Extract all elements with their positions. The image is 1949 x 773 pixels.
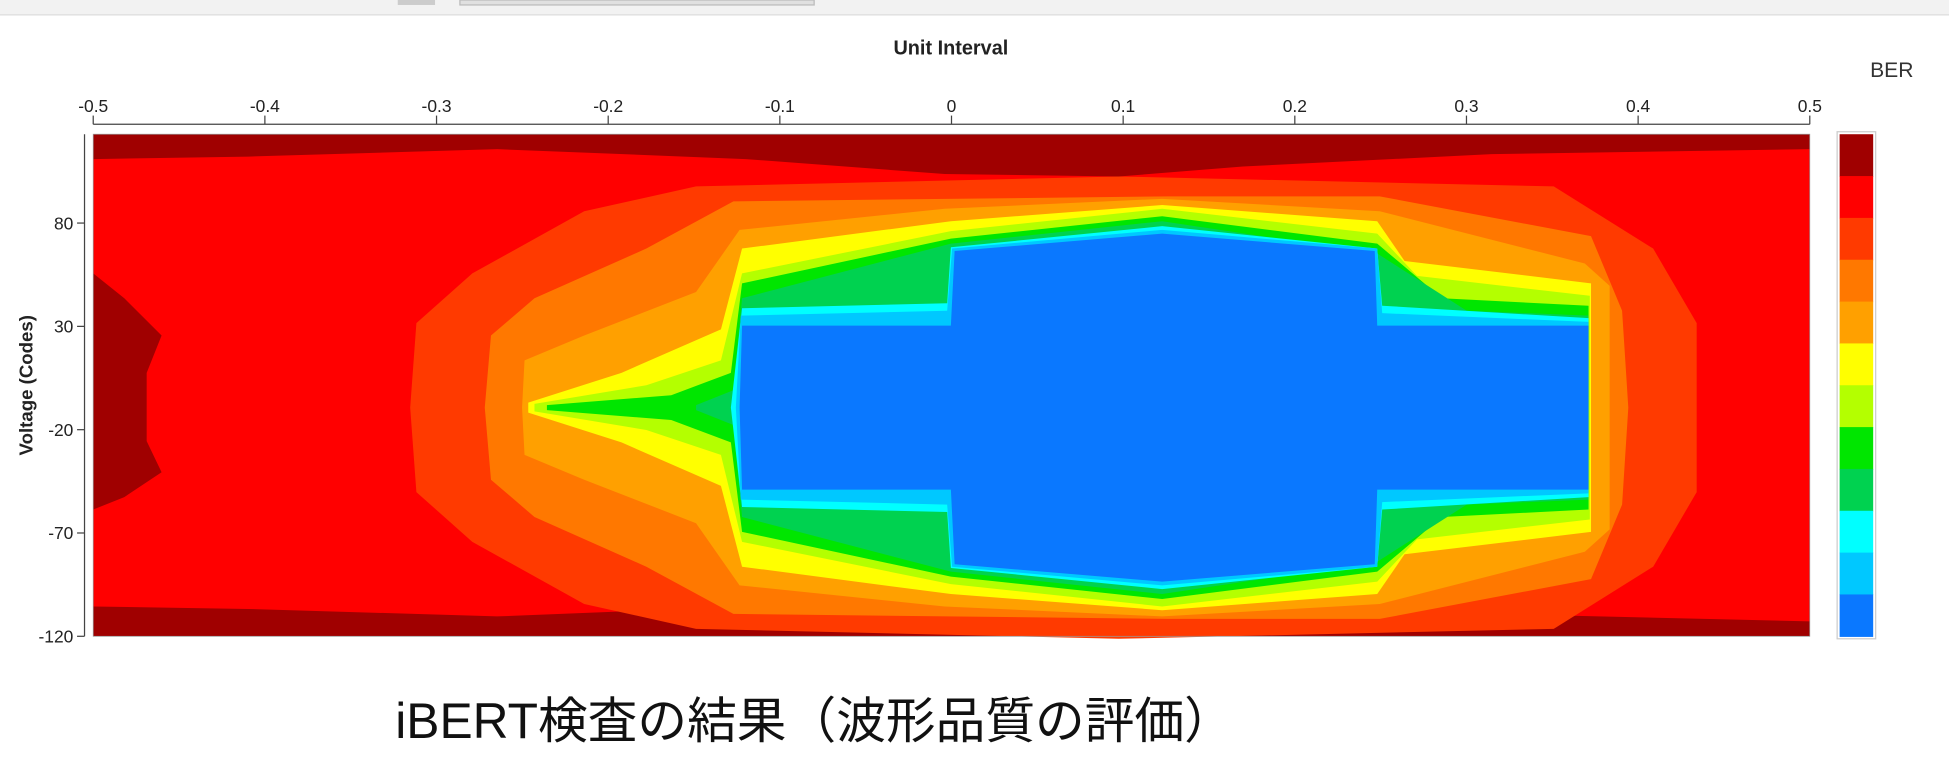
y-tick-label: 80 — [54, 213, 73, 233]
x-tick-label: 0 — [947, 96, 957, 116]
toolbar-button — [397, 0, 436, 5]
contour-region — [93, 134, 1810, 177]
x-tick-label: -0.1 — [765, 96, 795, 116]
colorbar-swatch — [1839, 427, 1874, 470]
colorbar-swatch — [1839, 385, 1874, 428]
y-tick-label: -20 — [48, 420, 73, 440]
x-tick-label: 0.2 — [1283, 96, 1307, 116]
x-tick-label: -0.2 — [593, 96, 623, 116]
colorbar-swatch — [1839, 301, 1874, 345]
toolbar-strip — [0, 0, 1949, 15]
contour-region — [93, 273, 162, 510]
x-tick-label: 0.3 — [1454, 96, 1478, 116]
y-tick-label: 30 — [54, 317, 73, 337]
colorbar-swatch — [1839, 176, 1874, 219]
x-tick-label: 0.4 — [1626, 96, 1651, 116]
x-tick-label: -0.5 — [78, 96, 108, 116]
colorbar-swatch — [1839, 134, 1874, 177]
colorbar-swatch — [1839, 552, 1874, 596]
colorbar-frame — [1836, 131, 1877, 640]
x-tick-label: 0.1 — [1111, 96, 1135, 116]
x-tick-label: 0.5 — [1798, 96, 1822, 116]
colorbar-title: BER — [1870, 59, 1913, 82]
x-tick-label: -0.3 — [422, 96, 452, 116]
plot-area — [93, 134, 1810, 639]
y-axis-title: Voltage (Codes) — [15, 315, 36, 455]
plot-frame — [92, 133, 1811, 637]
caption: iBERT検査の結果（波形品質の評価） — [395, 693, 1234, 749]
colorbar-swatch — [1839, 259, 1874, 303]
toolbar-field — [459, 0, 815, 6]
y-tick-label: -120 — [39, 627, 74, 647]
y-tick-label: -70 — [48, 523, 73, 543]
contour-region — [739, 233, 1589, 582]
colorbar-swatch — [1839, 594, 1874, 637]
colorbar-swatch — [1839, 510, 1874, 554]
colorbar-swatch — [1839, 343, 1874, 386]
x-tick-label: -0.4 — [250, 96, 280, 116]
x-axis-title: Unit Interval — [893, 38, 1008, 60]
colorbar-swatch — [1839, 468, 1874, 512]
colorbar-swatch — [1839, 217, 1874, 261]
